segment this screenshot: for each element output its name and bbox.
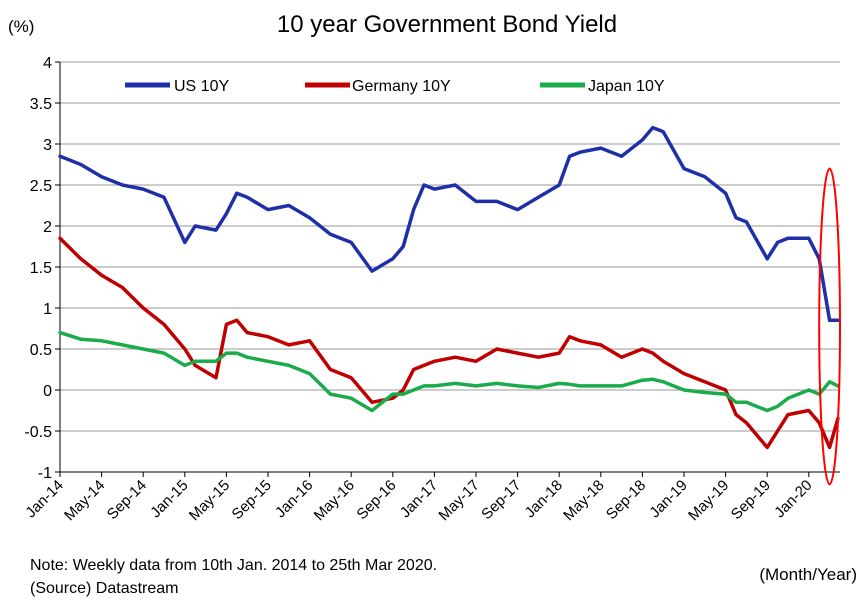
- y-tick-label: 3.5: [30, 96, 52, 113]
- x-axis-ticks: Jan-14May-14Sep-14Jan-15May-15Sep-15Jan-…: [22, 472, 816, 524]
- y-tick-label: 1.5: [30, 260, 52, 277]
- chart-source: (Source) Datastream: [30, 580, 179, 597]
- x-tick-label: May-19: [685, 477, 732, 524]
- x-tick-label: May-17: [435, 477, 482, 524]
- x-tick-label: Sep-14: [104, 477, 150, 523]
- x-tick-label: Jan-18: [522, 477, 566, 521]
- x-tick-label: Sep-17: [478, 477, 524, 523]
- series-line-germany-10y: [58, 236, 840, 450]
- series-lines: [58, 125, 840, 450]
- series-line-japan-10y: [58, 330, 840, 413]
- y-tick-label: 0: [43, 383, 52, 400]
- y-tick-label: 1: [43, 301, 52, 318]
- x-tick-label: Jan-20: [771, 477, 815, 521]
- x-tick-label: Sep-15: [229, 477, 275, 523]
- legend-label-germany: Germany 10Y: [352, 78, 451, 95]
- series-line-us-10y: [58, 125, 840, 323]
- y-axis-unit-label: (%): [8, 17, 34, 36]
- chart-note: Note: Weekly data from 10th Jan. 2014 to…: [30, 557, 437, 574]
- y-tick-label: 0.5: [30, 342, 52, 359]
- y-tick-label: -0.5: [24, 424, 52, 441]
- x-tick-label: May-14: [61, 477, 108, 524]
- legend: US 10Y Germany 10Y Japan 10Y: [125, 78, 665, 95]
- chart-title: 10 year Government Bond Yield: [277, 11, 617, 38]
- x-tick-label: Sep-18: [603, 477, 649, 523]
- x-tick-label: May-15: [186, 477, 233, 524]
- y-tick-label: 2: [43, 219, 52, 236]
- legend-label-japan: Japan 10Y: [588, 78, 665, 95]
- x-tick-label: May-16: [311, 477, 358, 524]
- highlight-annotation: [818, 167, 841, 486]
- y-tick-label: 3: [43, 137, 52, 154]
- x-axis-label: (Month/Year): [759, 565, 857, 584]
- x-tick-label: Sep-16: [353, 477, 399, 523]
- y-tick-label: 4: [43, 55, 52, 72]
- highlight-ellipse: [818, 167, 841, 486]
- legend-label-us: US 10Y: [174, 78, 229, 95]
- x-tick-label: Jan-17: [397, 477, 441, 521]
- y-tick-label: 2.5: [30, 178, 52, 195]
- x-tick-label: Jan-14: [22, 477, 66, 521]
- gridlines: [59, 61, 840, 473]
- x-tick-label: Sep-19: [728, 477, 774, 523]
- y-tick-label: -1: [38, 465, 52, 482]
- x-tick-label: Jan-19: [646, 477, 690, 521]
- x-tick-label: Jan-15: [147, 477, 191, 521]
- x-tick-label: May-18: [560, 477, 607, 524]
- y-axis-ticks: 4 3.5 3 2.5 2 1.5 1 0.5 0 -0.5 -1: [24, 55, 60, 482]
- x-tick-label: Jan-16: [272, 477, 316, 521]
